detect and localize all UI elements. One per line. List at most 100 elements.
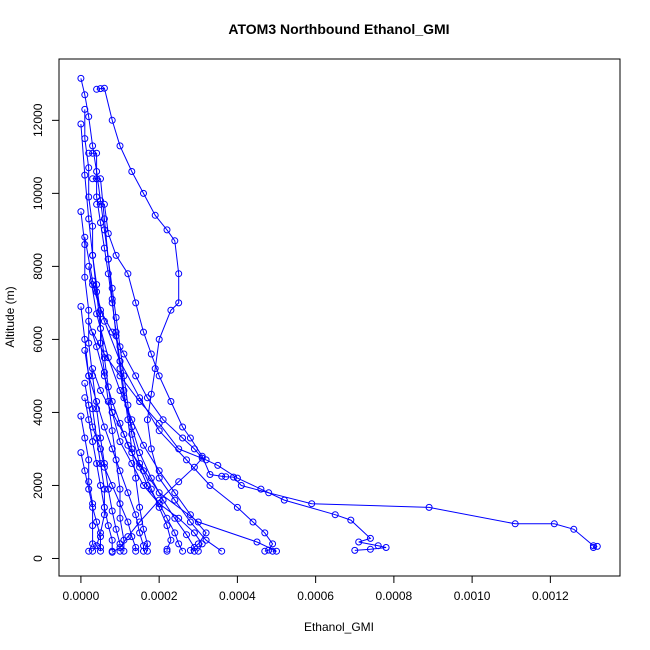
data-point — [100, 84, 108, 92]
series-line — [84, 109, 125, 552]
data-point — [222, 473, 230, 481]
data-point — [116, 500, 124, 508]
data-point — [194, 518, 202, 526]
data-point — [190, 463, 198, 471]
data-point — [85, 372, 93, 380]
data-point — [97, 445, 104, 453]
data-point — [171, 496, 179, 504]
data-point — [143, 547, 151, 555]
data-point — [140, 328, 147, 336]
data-point — [108, 482, 116, 489]
data-point — [108, 547, 116, 555]
y-tick-label: 8000 — [31, 253, 45, 280]
data-point — [128, 430, 136, 438]
data-point — [366, 534, 374, 542]
data-point — [214, 461, 222, 469]
data-point — [140, 482, 147, 489]
data-point — [308, 500, 316, 508]
data-point — [112, 332, 120, 340]
data-point — [120, 350, 128, 358]
data-point — [147, 350, 155, 358]
data-point — [151, 211, 159, 219]
data-point — [93, 149, 101, 157]
data-point — [89, 547, 97, 555]
data-point — [163, 547, 171, 555]
data-point — [351, 546, 359, 554]
data-point — [93, 281, 101, 289]
data-point — [257, 485, 265, 493]
data-point — [81, 346, 89, 354]
data-point — [93, 288, 101, 296]
data-point — [194, 547, 202, 555]
series-line — [96, 87, 222, 552]
data-point — [108, 284, 116, 292]
data-point — [89, 372, 97, 380]
y-tick-label: 10000 — [31, 176, 45, 210]
data-point — [100, 423, 108, 431]
x-axis: 0.0000 0.0002 0.0004 0.0006 0.0008 0.0010 0.00… — [63, 575, 569, 603]
data-point — [93, 518, 101, 526]
series-line — [92, 368, 172, 552]
data-point — [171, 514, 179, 522]
data-point — [77, 412, 85, 420]
x-axis-label: Ethanol_GMI — [304, 620, 374, 634]
series-line — [84, 383, 137, 552]
data-point — [112, 251, 120, 259]
data-point — [120, 430, 128, 438]
x-tick-label: 0.0000 — [63, 589, 100, 603]
data-point — [120, 536, 128, 544]
data-point — [89, 251, 97, 259]
data-point — [116, 365, 124, 373]
data-point — [93, 193, 101, 201]
data-point — [175, 478, 183, 486]
data-point — [163, 522, 171, 530]
series-1 — [93, 84, 226, 555]
data-point — [124, 533, 132, 541]
data-point — [81, 135, 89, 143]
data-point — [159, 416, 167, 424]
data-point — [124, 270, 132, 278]
data-point — [147, 445, 155, 453]
data-point — [104, 522, 112, 530]
data-point — [93, 343, 101, 351]
data-point — [171, 237, 179, 245]
y-axis-label: Altitude (m) — [3, 286, 17, 347]
data-point — [112, 525, 120, 533]
data-point — [108, 328, 116, 336]
y-tick-label: 6000 — [31, 326, 45, 353]
plot-area — [77, 74, 601, 556]
data-point — [202, 456, 210, 464]
data-point — [85, 401, 93, 409]
data-point — [194, 540, 202, 548]
data-point — [124, 416, 132, 424]
data-point — [81, 171, 89, 179]
series-5 — [81, 233, 277, 555]
data-point — [206, 482, 214, 489]
data-point — [136, 449, 144, 457]
data-point — [269, 547, 277, 555]
data-point — [85, 193, 93, 201]
series-17 — [77, 208, 124, 555]
series-line — [92, 178, 195, 552]
data-point — [589, 544, 597, 551]
series-line — [92, 331, 387, 551]
series-line — [80, 123, 203, 552]
data-point — [120, 387, 128, 394]
data-point — [132, 372, 140, 380]
data-point — [77, 449, 85, 457]
data-point — [85, 306, 93, 314]
data-point — [269, 540, 277, 548]
data-point — [128, 533, 136, 541]
data-point — [85, 149, 93, 157]
data-point — [93, 398, 101, 405]
x-tick-label: 0.0002 — [141, 589, 178, 603]
data-point — [104, 255, 112, 263]
data-point — [155, 474, 163, 482]
data-point — [159, 496, 167, 504]
data-point — [128, 460, 136, 467]
data-point — [167, 536, 175, 544]
data-point — [112, 456, 120, 464]
data-point — [163, 226, 171, 234]
data-point — [167, 398, 175, 405]
data-point — [77, 303, 85, 310]
